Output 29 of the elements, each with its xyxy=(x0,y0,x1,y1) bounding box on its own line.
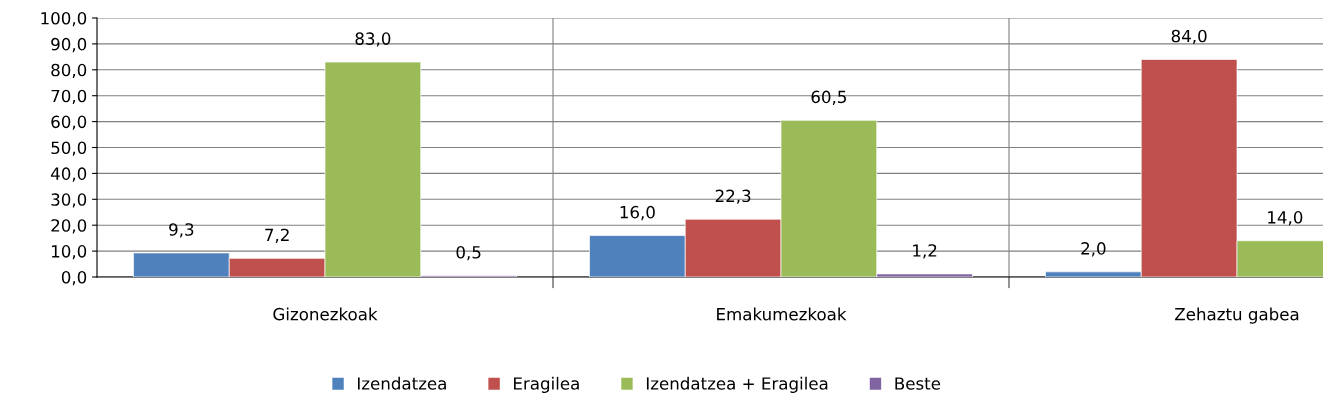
legend-label: Eragilea xyxy=(514,376,579,393)
x-tick-label: Gizonezkoak xyxy=(273,307,378,321)
y-tick-label: 10,0 xyxy=(52,245,87,260)
data-label: 22,3 xyxy=(715,189,751,204)
y-tick-label: 80,0 xyxy=(51,63,87,79)
data-label: 83,0 xyxy=(355,32,391,47)
y-tick-label: 90,0 xyxy=(51,37,87,53)
data-label: 60,5 xyxy=(811,90,846,105)
y-tick-label: 50,0 xyxy=(51,141,87,156)
y-tick-label: 100,0 xyxy=(41,11,87,27)
data-label: 84,0 xyxy=(1171,29,1207,45)
data-label: 14,0 xyxy=(1268,211,1303,226)
data-label: 1,2 xyxy=(913,244,937,259)
data-label: 9,3 xyxy=(169,223,194,238)
x-tick-label: Emakumezkoak xyxy=(717,307,847,321)
y-tick-label: 30,0 xyxy=(51,193,87,208)
y-tick-label: 60,0 xyxy=(51,115,87,130)
data-label: 0,5 xyxy=(456,245,481,261)
y-tick-label: 20,0 xyxy=(51,219,87,234)
data-label: 7,2 xyxy=(265,228,289,243)
y-tick-label: 70,0 xyxy=(51,89,87,104)
data-label: 2,0 xyxy=(1081,242,1106,257)
legend-label: Izendatzea xyxy=(358,376,446,390)
legend-label: Izendatzea + Eragilea xyxy=(646,376,828,393)
y-tick-label: 40,0 xyxy=(50,167,87,182)
y-tick-label: 0,0 xyxy=(61,270,87,286)
legend-label: Beste xyxy=(895,377,941,390)
data-label: 16,0 xyxy=(620,205,655,221)
x-tick-label: Zehaztu gabea xyxy=(1175,307,1299,324)
